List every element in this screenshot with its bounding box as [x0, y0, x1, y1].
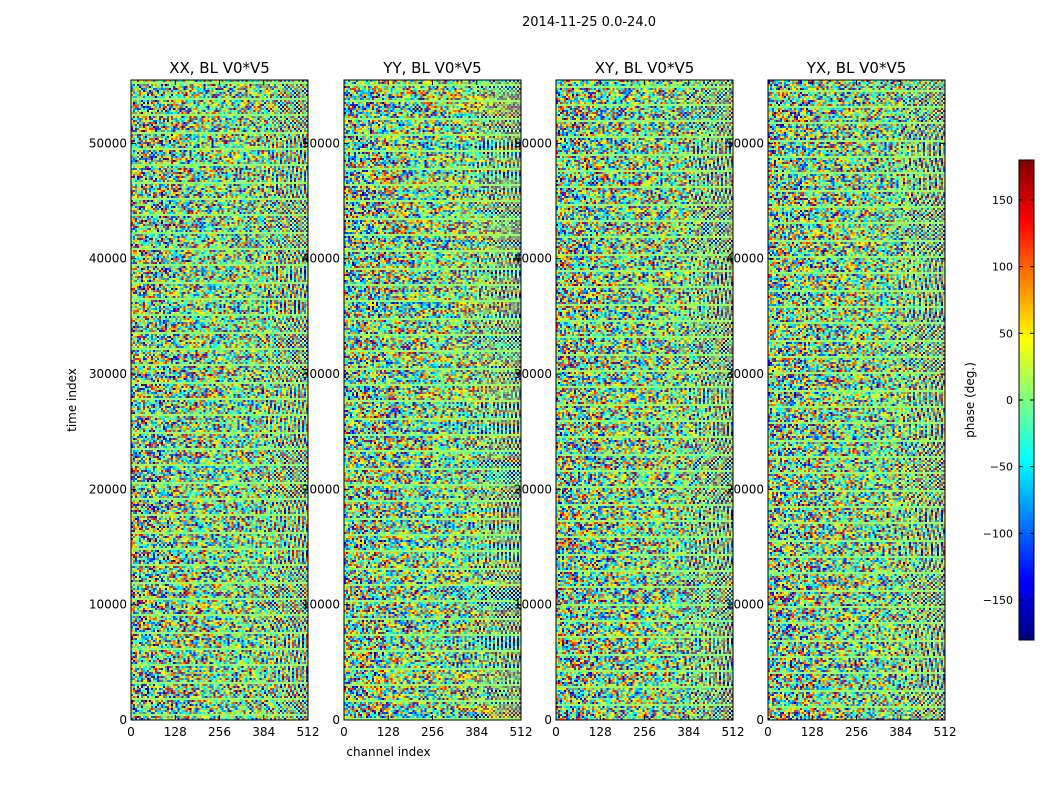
y-tick-label: 10000	[89, 598, 127, 612]
y-tick-label: 40000	[514, 252, 552, 266]
y-tick-label: 0	[119, 713, 127, 727]
y-tick-label: 20000	[89, 482, 127, 496]
y-tick-label: 0	[756, 713, 764, 727]
x-axis-label: channel index	[346, 745, 430, 759]
y-tick-label: 20000	[726, 482, 764, 496]
y-tick-label: 10000	[302, 598, 340, 612]
y-tick-label: 30000	[514, 367, 552, 381]
y-tick-label: 50000	[514, 136, 552, 150]
figure-suptitle: 2014-11-25 0.0-24.0	[522, 15, 656, 30]
x-tick-label: 0	[552, 725, 560, 739]
x-tick-label: 384	[677, 725, 700, 739]
x-tick-label: 0	[340, 725, 348, 739]
y-tick-label: 40000	[89, 252, 127, 266]
x-tick-label: 256	[208, 725, 231, 739]
panel-title: XY, BL V0*V5	[595, 59, 695, 77]
colorbar-tick-label: 150	[992, 194, 1013, 207]
panel-title: YY, BL V0*V5	[382, 59, 481, 77]
y-tick-label: 40000	[726, 252, 764, 266]
y-tick-label: 30000	[302, 367, 340, 381]
phase-heatmap	[556, 80, 733, 720]
x-tick-label: 512	[934, 725, 957, 739]
x-tick-label: 0	[127, 725, 135, 739]
y-tick-label: 50000	[302, 136, 340, 150]
panel-2: YY, BL V0*V5 0 128 256 384 512 0 10000 20000 3000…	[302, 59, 533, 759]
colorbar-tick-label: −100	[983, 527, 1013, 540]
x-tick-label: 256	[845, 725, 868, 739]
colorbar: 150 100 50 0 −50 −100 −150 phase (deg.)	[963, 159, 1035, 641]
x-tick-label: 128	[377, 725, 400, 739]
x-tick-label: 128	[164, 725, 187, 739]
x-tick-label: 128	[801, 725, 824, 739]
x-tick-label: 384	[465, 725, 488, 739]
y-tick-label: 10000	[514, 598, 552, 612]
colorbar-tick-label: 50	[999, 327, 1013, 340]
x-tick-label: 512	[722, 725, 745, 739]
colorbar-tick-label: 0	[1006, 394, 1013, 407]
colorbar-tick-label: −50	[990, 461, 1013, 474]
phase-heatmap	[131, 80, 308, 720]
panel-4: YX, BL V0*V5 0 128 256 384 512 0 10000 20000 3000…	[726, 59, 957, 739]
x-tick-label: 512	[297, 725, 320, 739]
x-tick-label: 512	[510, 725, 533, 739]
y-tick-label: 30000	[726, 367, 764, 381]
colorbar-tick-label: −150	[983, 594, 1013, 607]
y-tick-label: 50000	[89, 136, 127, 150]
panel-title: XX, BL V0*V5	[169, 59, 270, 77]
panels-group: XX, BL V0*V5 0 128 256 384 512 0 10000 20000 3000…	[65, 59, 956, 759]
x-tick-label: 256	[633, 725, 656, 739]
colorbar-label: phase (deg.)	[963, 362, 977, 438]
panel-title: YX, BL V0*V5	[806, 59, 907, 77]
y-tick-label: 40000	[302, 252, 340, 266]
y-tick-label: 20000	[514, 482, 552, 496]
y-tick-label: 20000	[302, 482, 340, 496]
y-tick-label: 10000	[726, 598, 764, 612]
x-tick-label: 384	[889, 725, 912, 739]
panel-3: XY, BL V0*V5 0 128 256 384 512 0 10000 20000 3000…	[514, 59, 745, 739]
y-axis-label: time index	[65, 368, 79, 432]
x-tick-label: 256	[421, 725, 444, 739]
colorbar-tick-label: 100	[992, 261, 1013, 274]
phase-heatmap	[768, 80, 945, 720]
y-tick-label: 30000	[89, 367, 127, 381]
x-tick-label: 384	[252, 725, 275, 739]
x-tick-label: 0	[764, 725, 772, 739]
phase-heatmap	[344, 80, 521, 720]
y-tick-label: 50000	[726, 136, 764, 150]
x-tick-label: 128	[589, 725, 612, 739]
panel-1: XX, BL V0*V5 0 128 256 384 512 0 10000 20000 3000…	[65, 59, 319, 739]
y-tick-label: 0	[544, 713, 552, 727]
y-tick-label: 0	[332, 713, 340, 727]
